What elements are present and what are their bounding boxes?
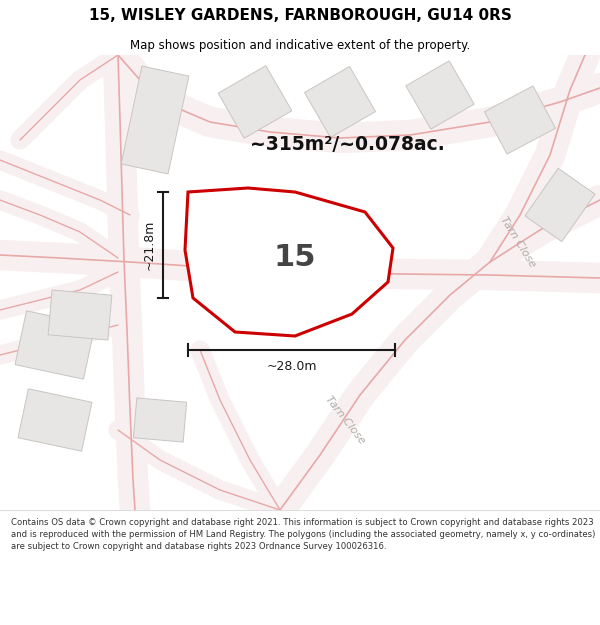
Text: ~315m²/~0.078ac.: ~315m²/~0.078ac. [250,136,445,154]
Text: ~28.0m: ~28.0m [266,361,317,374]
Bar [525,168,595,242]
Bar [15,311,95,379]
Bar [121,66,189,174]
Bar [48,290,112,340]
Bar [484,86,556,154]
Text: Tarn Close: Tarn Close [499,215,538,269]
Text: 15, WISLEY GARDENS, FARNBOROUGH, GU14 0RS: 15, WISLEY GARDENS, FARNBOROUGH, GU14 0R… [89,8,511,23]
Text: 15: 15 [274,244,316,272]
Text: ~21.8m: ~21.8m [143,220,155,270]
Bar [133,398,187,442]
Text: Map shows position and indicative extent of the property.: Map shows position and indicative extent… [130,39,470,51]
Text: Contains OS data © Crown copyright and database right 2021. This information is : Contains OS data © Crown copyright and d… [11,518,595,551]
Bar [406,61,474,129]
Bar [18,389,92,451]
Polygon shape [185,188,393,336]
Text: Wisley Gardens: Wisley Gardens [196,269,284,291]
Text: Tarn Close: Tarn Close [323,394,367,446]
Bar [304,66,376,138]
Bar [218,66,292,138]
